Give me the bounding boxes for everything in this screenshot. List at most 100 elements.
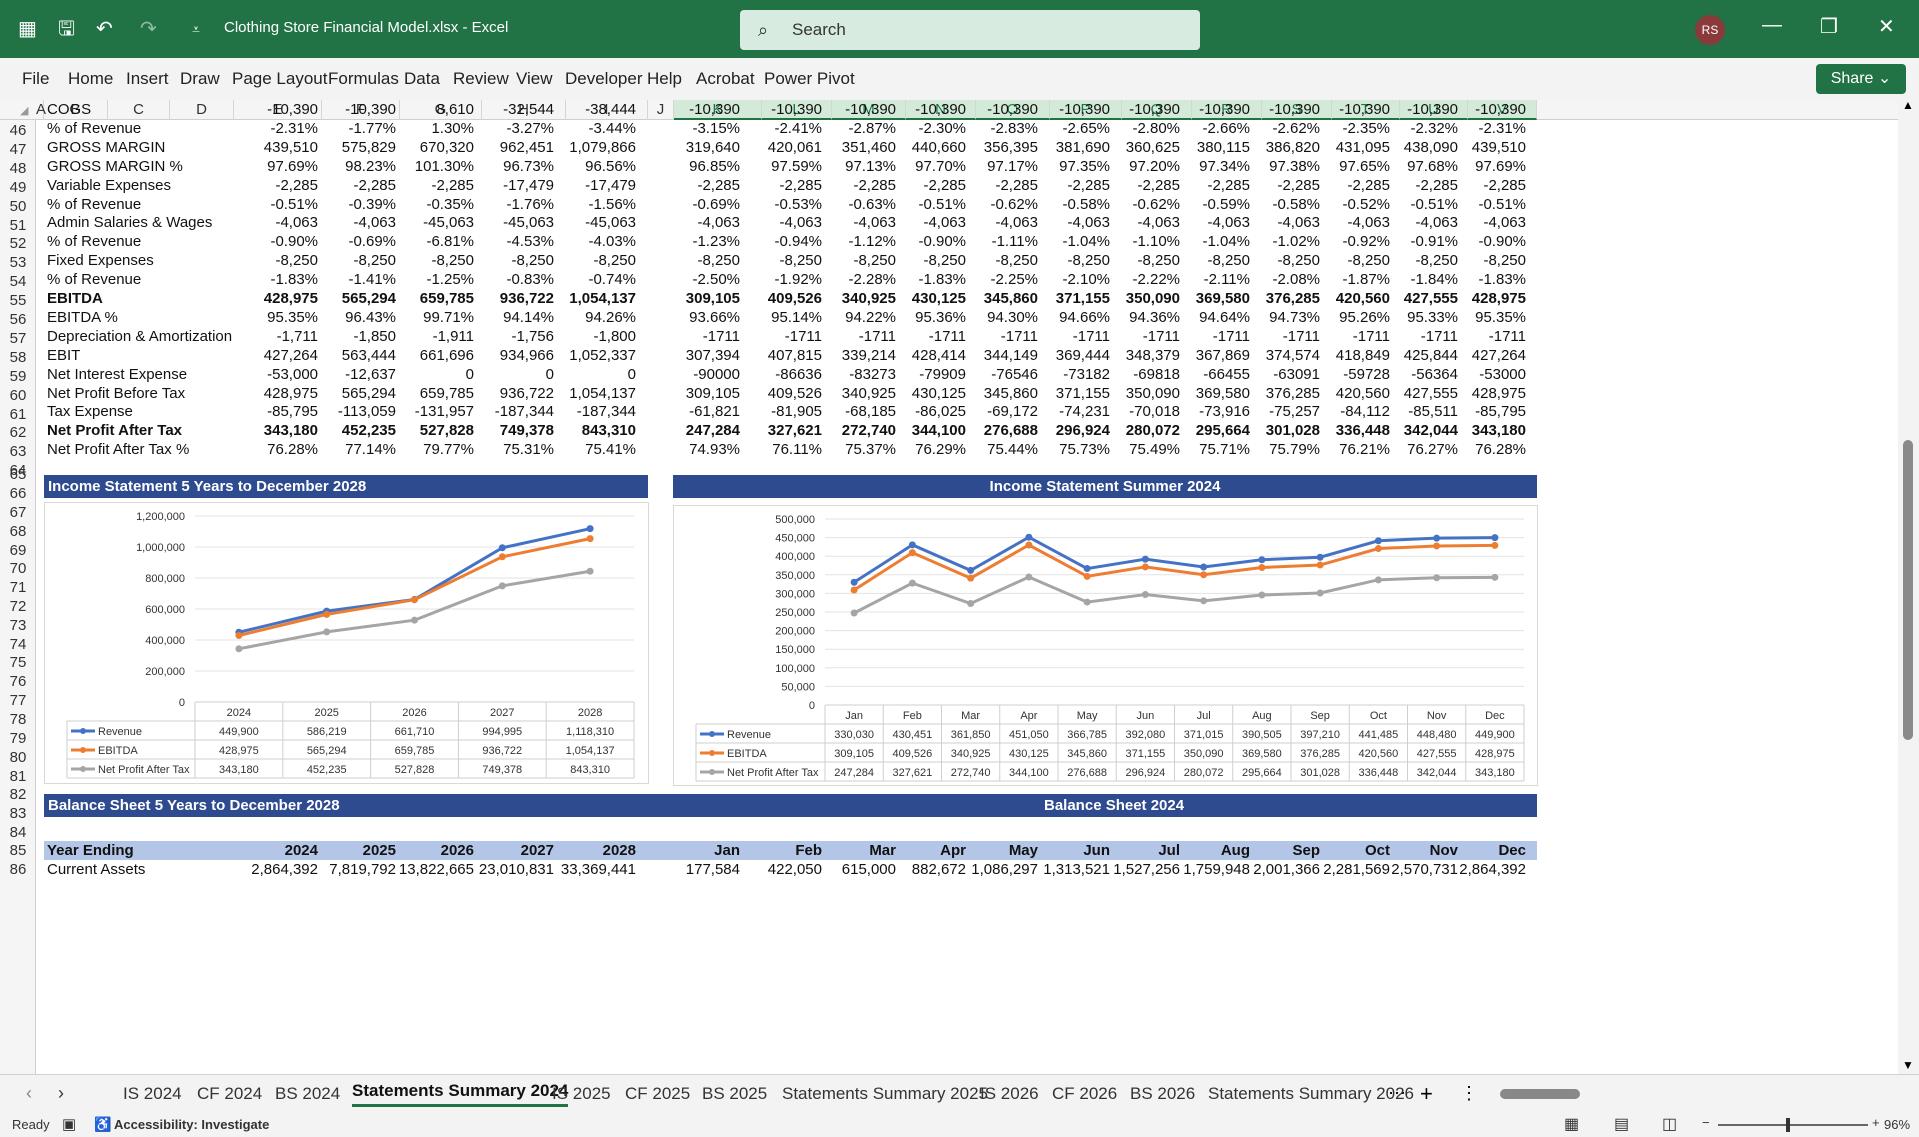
row-label[interactable]: % of Revenue (47, 119, 142, 137)
table-cell[interactable]: 438,090 (1403, 138, 1458, 156)
sheet-tab[interactable]: BS 2026 (1130, 1084, 1196, 1103)
table-cell[interactable]: 76.28% (267, 441, 318, 459)
row-label[interactable]: Current Assets (47, 861, 146, 878)
table-cell[interactable]: 307,394 (685, 346, 740, 364)
table-cell[interactable]: 1,079,866 (569, 138, 636, 156)
row-label[interactable]: Fixed Expenses (47, 252, 154, 270)
table-cell[interactable]: 350,090 (1125, 384, 1180, 402)
year-header-cell[interactable]: Jun (1083, 842, 1110, 859)
table-cell[interactable]: 98.23% (345, 157, 396, 175)
table-cell[interactable]: 94.30% (987, 308, 1038, 326)
table-cell[interactable]: 345,860 (983, 290, 1038, 307)
table-cell[interactable]: 351,460 (841, 138, 896, 156)
table-cell[interactable]: 1,759,948 (1183, 861, 1250, 878)
table-cell[interactable]: -10,390 (1407, 101, 1458, 118)
table-cell[interactable]: -2,285 (431, 176, 474, 194)
table-cell[interactable]: -53000 (1479, 365, 1526, 383)
data-point[interactable] (1258, 556, 1266, 564)
table-cell[interactable]: 670,320 (419, 138, 474, 156)
table-cell[interactable]: -0.58% (1272, 195, 1320, 213)
column-header-V[interactable]: V (1468, 100, 1537, 120)
table-cell[interactable]: 343,180 (263, 422, 318, 440)
table-cell[interactable]: -66455 (1203, 365, 1250, 383)
table-cell[interactable]: 23,010,831 (478, 861, 554, 878)
table-cell[interactable]: 342,044 (1403, 422, 1458, 440)
table-cell[interactable]: -10,390 (1339, 101, 1390, 118)
table-cell[interactable]: -4,063 (1415, 214, 1458, 232)
data-point[interactable] (1316, 589, 1324, 597)
year-header-cell[interactable]: Feb (795, 842, 822, 859)
row-number[interactable]: 81 (9, 768, 27, 785)
table-cell[interactable]: 94.26% (585, 308, 636, 326)
menu-help[interactable]: Help (647, 69, 682, 88)
table-cell[interactable]: 427,264 (263, 346, 318, 364)
table-cell[interactable]: 75.37% (845, 441, 896, 459)
row-number[interactable]: 58 (9, 348, 27, 366)
row-number[interactable]: 85 (9, 842, 27, 859)
row-number[interactable]: 48 (9, 159, 27, 177)
data-point[interactable] (323, 628, 331, 636)
table-cell[interactable]: 1,052,337 (569, 346, 636, 364)
minimize-icon[interactable]: — (1762, 14, 1782, 36)
table-cell[interactable]: -0.90% (270, 233, 318, 251)
table-cell[interactable]: -2.50% (692, 271, 740, 289)
menu-formulas[interactable]: Formulas (328, 69, 399, 88)
table-cell[interactable]: 427,555 (1403, 290, 1458, 307)
data-point[interactable] (586, 567, 594, 575)
table-cell[interactable]: 8,610 (436, 101, 474, 118)
row-number[interactable]: 60 (9, 386, 27, 404)
table-cell[interactable]: 420,560 (1335, 290, 1390, 307)
row-number[interactable]: 59 (9, 367, 27, 385)
data-point[interactable] (1083, 565, 1091, 573)
table-cell[interactable]: -63091 (1273, 365, 1320, 383)
data-point[interactable] (1025, 541, 1033, 549)
table-cell[interactable]: -2.66% (1202, 119, 1250, 137)
more-tabs-icon[interactable]: ⋯ (1388, 1083, 1406, 1103)
table-cell[interactable]: -1.11% (991, 233, 1038, 251)
table-cell[interactable]: -73182 (1063, 365, 1110, 383)
table-cell[interactable]: 95.14% (771, 308, 822, 326)
row-number[interactable]: 71 (9, 579, 27, 596)
table-cell[interactable]: -1711 (702, 327, 740, 345)
sheet-tab[interactable]: CF 2026 (1052, 1084, 1118, 1103)
table-cell[interactable]: 381,690 (1055, 138, 1110, 156)
column-header-L[interactable]: L (762, 100, 832, 120)
table-cell[interactable]: -1.77% (348, 119, 396, 137)
table-cell[interactable]: -1,756 (511, 327, 554, 345)
table-cell[interactable]: -53,000 (267, 365, 318, 383)
sheet-tab[interactable]: CF 2024 (197, 1084, 263, 1103)
data-point[interactable] (323, 610, 331, 618)
table-cell[interactable]: -2,285 (1137, 176, 1180, 194)
table-cell[interactable]: 96.43% (345, 308, 396, 326)
table-cell[interactable]: -187,344 (494, 403, 554, 421)
table-cell[interactable]: 409,526 (767, 384, 822, 402)
sheet-tab[interactable]: BS 2024 (275, 1084, 341, 1103)
data-point[interactable] (1141, 555, 1149, 563)
table-cell[interactable]: 97.65% (1339, 157, 1390, 175)
table-cell[interactable]: -79909 (919, 365, 966, 383)
table-cell[interactable]: 431,095 (1335, 138, 1390, 156)
data-point[interactable] (1374, 576, 1382, 584)
zoom-in-icon[interactable]: + (1872, 1115, 1880, 1130)
table-cell[interactable]: -8,250 (923, 252, 966, 270)
column-header-D[interactable]: D (170, 100, 234, 120)
table-cell[interactable]: 75.49% (1129, 441, 1180, 459)
row-number[interactable]: 46 (9, 122, 27, 139)
table-cell[interactable]: -2.65% (1062, 119, 1110, 137)
table-cell[interactable]: -2.31% (270, 119, 318, 137)
table-cell[interactable]: 348,379 (1125, 346, 1180, 364)
table-cell[interactable]: -0.69% (348, 233, 396, 251)
table-cell[interactable]: -10,390 (1199, 101, 1250, 118)
data-point[interactable] (586, 535, 594, 543)
data-point[interactable] (1083, 598, 1091, 606)
data-point[interactable] (1433, 574, 1441, 582)
row-label[interactable]: EBITDA % (47, 308, 118, 326)
data-point[interactable] (1491, 534, 1499, 542)
table-cell[interactable]: 77.14% (345, 441, 396, 459)
table-cell[interactable]: 371,155 (1055, 384, 1110, 402)
year-header-cell[interactable]: Apr (940, 842, 966, 859)
data-point[interactable] (1200, 563, 1208, 571)
table-cell[interactable]: -81,905 (771, 403, 822, 421)
year-header-cell[interactable]: Sep (1292, 842, 1320, 859)
table-cell[interactable]: -4,063 (1067, 214, 1110, 232)
